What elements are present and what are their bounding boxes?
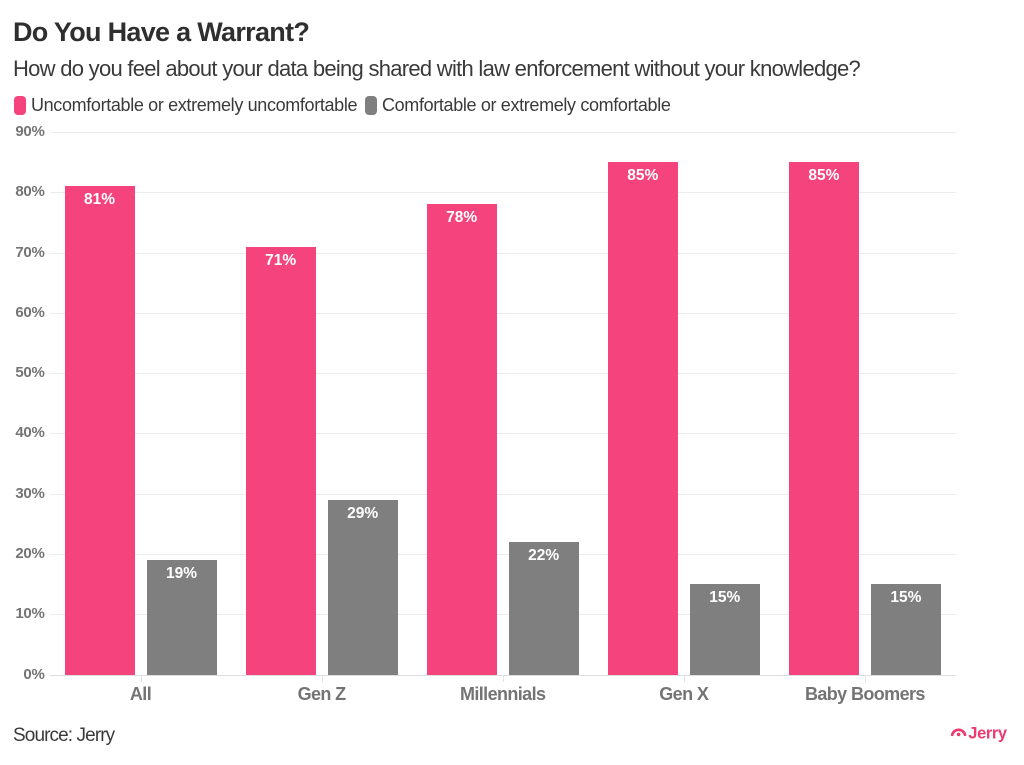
svg-text:Jerry: Jerry — [968, 725, 1008, 743]
